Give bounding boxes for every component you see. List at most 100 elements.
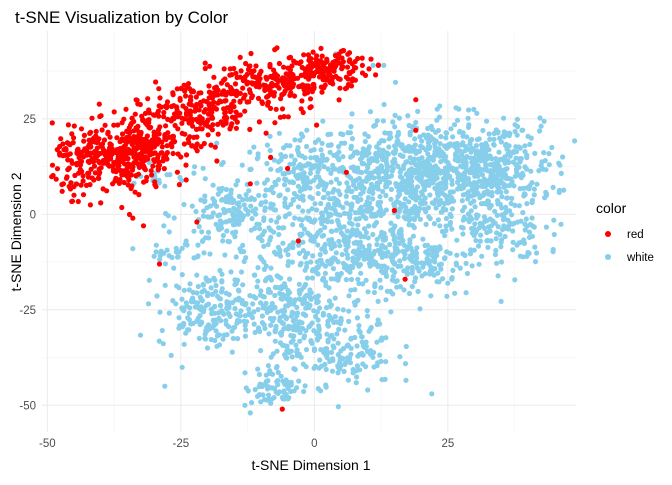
point-white <box>352 302 358 308</box>
point-white <box>493 236 499 242</box>
point-red <box>142 110 149 116</box>
point-white <box>377 321 383 327</box>
point-white <box>523 216 529 222</box>
point-white <box>162 383 168 389</box>
point-white <box>335 155 341 161</box>
point-red <box>85 170 91 176</box>
point-white <box>245 208 251 214</box>
point-white <box>335 404 341 410</box>
point-white <box>275 369 281 376</box>
point-white <box>240 196 246 203</box>
point-white <box>293 323 299 329</box>
point-white <box>344 180 350 186</box>
point-white <box>324 355 330 361</box>
point-white <box>319 218 325 224</box>
point-white <box>328 349 335 355</box>
point-white <box>368 348 374 354</box>
point-white <box>137 332 144 338</box>
point-white <box>219 309 225 315</box>
point-red <box>273 106 279 112</box>
point-white <box>378 138 385 144</box>
point-white <box>360 361 366 367</box>
point-white <box>307 295 313 301</box>
point-red <box>71 192 77 198</box>
point-white <box>403 343 409 350</box>
point-red <box>302 71 308 77</box>
point-white <box>302 267 308 273</box>
point-white <box>375 317 381 323</box>
point-white <box>201 250 207 256</box>
point-white <box>451 122 458 128</box>
point-white <box>387 242 393 248</box>
point-white <box>526 186 532 192</box>
point-white <box>355 276 361 282</box>
point-white <box>341 265 348 271</box>
point-red <box>140 159 146 165</box>
point-white <box>285 383 291 390</box>
point-white <box>269 184 275 190</box>
point-red <box>74 162 80 168</box>
point-white <box>163 210 169 217</box>
point-white <box>276 389 282 395</box>
point-white <box>420 200 426 206</box>
point-white <box>390 119 396 125</box>
point-white <box>219 220 225 226</box>
point-white <box>365 194 372 201</box>
point-white <box>191 170 197 176</box>
point-red <box>215 131 221 137</box>
point-white <box>454 117 461 123</box>
point-white <box>204 324 210 330</box>
point-white <box>443 170 449 176</box>
point-red <box>205 132 211 138</box>
point-white <box>238 308 244 314</box>
point-white <box>268 322 274 328</box>
point-white <box>270 318 276 324</box>
point-white <box>278 373 284 379</box>
point-red <box>96 160 102 166</box>
point-white <box>338 230 344 236</box>
point-red <box>164 102 170 108</box>
point-white <box>408 245 414 251</box>
point-white <box>465 115 471 121</box>
point-white <box>316 323 322 329</box>
point-red <box>86 159 92 165</box>
point-white <box>179 364 185 370</box>
point-red <box>159 150 165 156</box>
point-white <box>281 396 287 402</box>
point-white <box>437 244 443 250</box>
point-white <box>397 169 403 175</box>
point-white <box>378 268 385 274</box>
point-white <box>281 225 287 231</box>
point-white <box>371 123 377 129</box>
point-red <box>81 138 87 144</box>
point-white <box>200 165 206 171</box>
point-red <box>185 81 192 87</box>
point-red <box>90 159 97 165</box>
point-white <box>407 240 413 246</box>
point-white <box>512 277 518 283</box>
point-red <box>233 109 239 115</box>
point-white <box>438 149 444 155</box>
point-white <box>537 128 543 134</box>
point-white <box>287 243 293 249</box>
point-white <box>242 370 248 376</box>
point-red <box>107 154 113 160</box>
point-white <box>510 247 516 253</box>
point-white <box>453 260 459 266</box>
point-red <box>117 154 123 160</box>
point-red <box>337 85 343 91</box>
point-white <box>479 172 485 178</box>
point-white <box>286 395 292 401</box>
point-white <box>290 169 296 175</box>
point-white <box>300 248 306 254</box>
point-white <box>245 388 251 394</box>
point-red <box>64 174 70 180</box>
point-white <box>328 245 335 252</box>
point-white <box>323 384 329 390</box>
point-white <box>349 188 355 194</box>
point-white <box>521 240 528 246</box>
x-tick-label: -50 <box>39 438 56 450</box>
point-white <box>366 260 373 266</box>
point-red <box>128 172 134 178</box>
point-white <box>281 389 287 395</box>
